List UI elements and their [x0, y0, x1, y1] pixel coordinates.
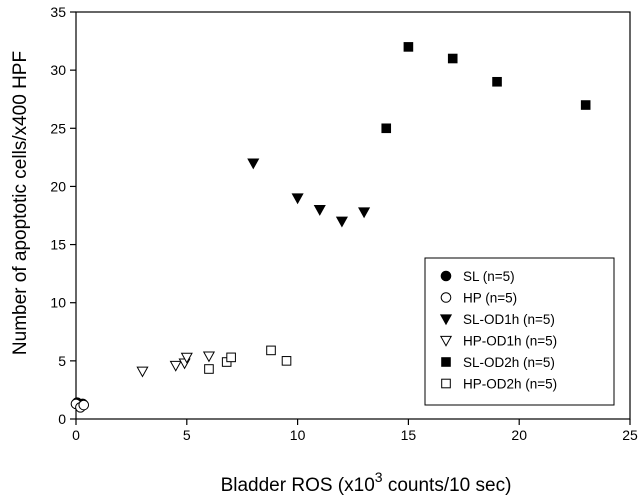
- x-axis-title-suffix: counts/10 sec): [383, 475, 512, 496]
- legend-label: HP-OD2h (n=5): [463, 377, 557, 392]
- x-tick-label: 25: [622, 427, 638, 443]
- y-tick-label: 0: [58, 411, 66, 427]
- legend-label: SL (n=5): [463, 269, 515, 284]
- legend: SL (n=5) HP (n=5) SL-OD1h (n=5) HP-OD1h (n=…: [424, 257, 615, 406]
- legend-label: SL-OD2h (n=5): [463, 355, 555, 370]
- data-point-open-square: [266, 345, 276, 356]
- x-tick-label: 5: [183, 427, 191, 443]
- x-tick-label: 15: [401, 427, 417, 443]
- legend-label: SL-OD1h (n=5): [463, 312, 555, 327]
- x-axis-title: Bladder ROS (x103 counts/10 sec): [221, 469, 512, 496]
- y-tick-label: 20: [50, 178, 66, 194]
- y-tick-label: 35: [50, 4, 66, 20]
- data-point-filled-square: [381, 123, 392, 134]
- y-tick-label: 5: [58, 353, 66, 369]
- plot-frame: [75, 11, 631, 420]
- legend-marker-open-circle: [440, 292, 452, 303]
- data-point-filled-triangle-down: [291, 193, 304, 205]
- data-point-filled-triangle-down: [335, 216, 348, 228]
- data-point-filled-triangle-down: [313, 205, 326, 216]
- legend-box: [424, 257, 615, 406]
- data-point-open-triangle-down: [136, 366, 149, 378]
- data-point-open-square: [281, 356, 292, 366]
- data-point-filled-triangle-down: [247, 158, 260, 170]
- data-point-open-square: [226, 352, 236, 363]
- data-point-filled-square: [403, 42, 414, 52]
- data-point-open-triangle-down: [180, 352, 193, 364]
- data-point-open-triangle-down: [169, 360, 182, 372]
- y-tick-label: 30: [50, 62, 66, 78]
- y-tick-label: 15: [50, 237, 66, 253]
- x-tick-label: 0: [72, 427, 80, 443]
- y-tick-label: 25: [50, 120, 66, 136]
- legend-marker-filled-triangle-down: [439, 314, 453, 326]
- legend-label: HP (n=5): [463, 291, 517, 306]
- y-tick-label: 10: [50, 295, 66, 311]
- legend-label: HP-OD1h (n=5): [463, 334, 557, 349]
- data-point-filled-square: [492, 76, 502, 87]
- x-tick-label: 20: [511, 427, 527, 443]
- data-point-filled-square: [447, 53, 458, 64]
- y-axis-title: Number of apoptotic cells/x400 HPF: [10, 51, 31, 355]
- data-point-open-circle: [78, 399, 90, 411]
- legend-marker-open-square: [441, 378, 451, 389]
- x-axis-title-superscript: 3: [375, 469, 383, 485]
- data-point-filled-square: [580, 100, 591, 110]
- legend-marker-filled-square: [441, 357, 451, 367]
- data-point-open-square: [204, 364, 214, 374]
- data-point-open-triangle-down: [202, 351, 216, 363]
- data-point-filled-triangle-down: [358, 207, 371, 219]
- x-axis-title-prefix: Bladder ROS (x10: [221, 475, 375, 496]
- legend-marker-open-triangle-down: [439, 335, 453, 347]
- plot-area: 0 5 10 15 20 25 0 5 10 15 20 25 30 35: [50, 4, 638, 443]
- x-tick-label: 10: [290, 427, 306, 443]
- legend-marker-filled-circle: [440, 270, 452, 282]
